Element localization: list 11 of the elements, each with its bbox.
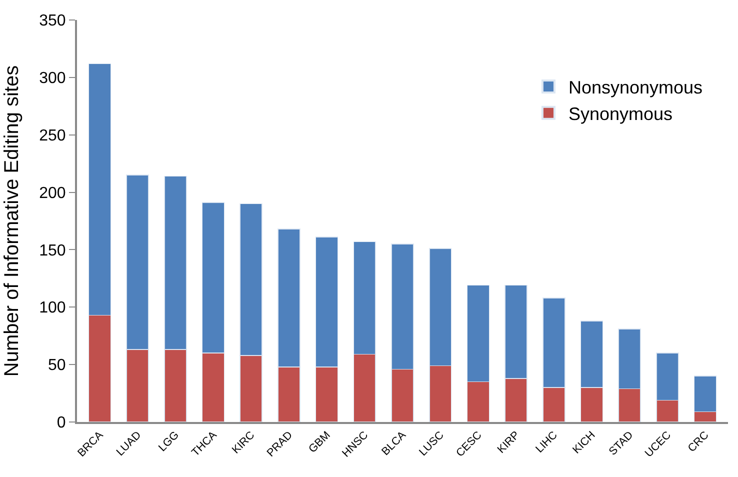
legend-label: Nonsynonymous <box>568 77 703 98</box>
y-tick-label: 100 <box>39 300 66 317</box>
y-axis-title: Number of Informative Editing sites <box>1 65 24 377</box>
y-tick-label: 0 <box>56 414 66 432</box>
y-tick-label: 300 <box>39 70 66 88</box>
y-tick-label: 150 <box>39 242 66 260</box>
legend-label: Synonymous <box>568 104 673 124</box>
y-tick-label: 200 <box>39 184 66 202</box>
y-tick-label: 50 <box>48 357 66 374</box>
y-tick-label: 350 <box>39 12 66 30</box>
y-tick-label: 250 <box>39 127 66 144</box>
